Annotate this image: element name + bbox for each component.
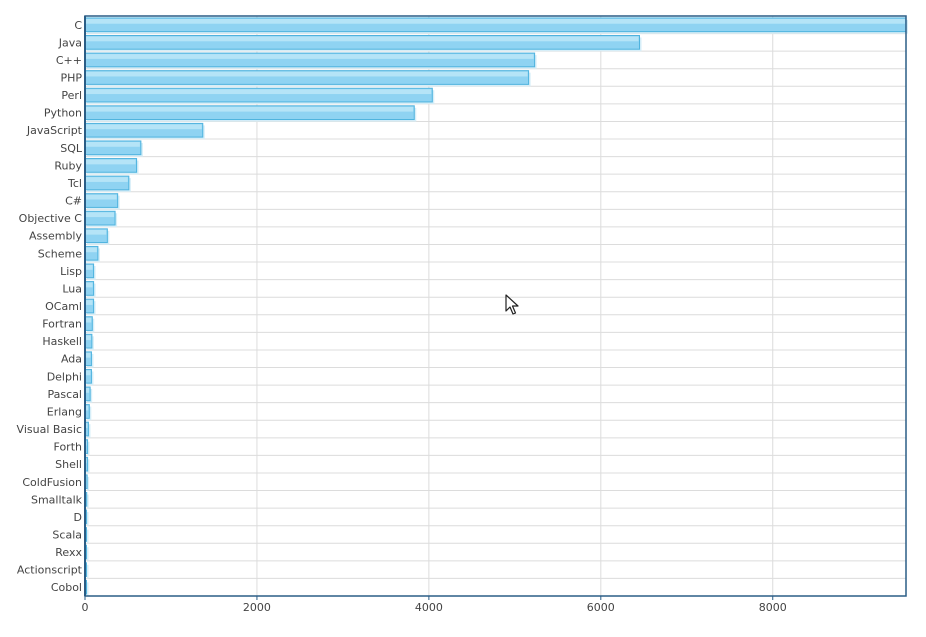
category-label: Scala — [52, 528, 82, 541]
x-tick-labels: 0 2000 4000 6000 8000 — [82, 601, 787, 614]
category-label: Erlang — [47, 405, 82, 418]
bar-highlight — [86, 247, 97, 253]
bars — [84, 17, 908, 597]
bar-highlight — [86, 124, 202, 130]
bar-shadow — [87, 582, 89, 597]
category-label: Smalltalk — [31, 493, 83, 506]
bar-highlight — [86, 264, 93, 270]
bar-highlight — [86, 36, 639, 42]
category-label: Actionscript — [17, 564, 83, 577]
bar-highlight — [86, 229, 107, 235]
category-label: Haskell — [42, 335, 82, 348]
bar-highlight — [86, 282, 93, 288]
bar-highlight — [86, 370, 91, 376]
category-label: ColdFusion — [22, 476, 82, 489]
category-label: Objective C — [19, 212, 83, 225]
bar-highlight — [86, 458, 87, 464]
x-tick-label: 0 — [82, 601, 89, 614]
bar-highlight — [86, 54, 534, 59]
category-label: OCaml — [45, 300, 82, 313]
bar-highlight — [86, 159, 136, 165]
category-label: JavaScript — [26, 124, 83, 137]
bar-highlight — [86, 405, 89, 411]
category-label: C++ — [56, 54, 82, 67]
bar-highlight — [86, 335, 91, 341]
bar-highlight — [86, 177, 128, 182]
category-label: Lua — [62, 282, 82, 295]
bar-highlight — [86, 300, 93, 305]
category-label: Scheme — [38, 247, 82, 260]
category-label: Perl — [61, 89, 82, 102]
bar-shadow — [87, 512, 89, 526]
category-label: Ada — [61, 353, 82, 366]
bar-shadow — [87, 547, 89, 561]
x-tick-label: 2000 — [243, 601, 271, 614]
category-label: Fortran — [42, 318, 82, 331]
category-label: C — [74, 19, 82, 32]
category-label: Assembly — [29, 230, 83, 243]
bar-highlight — [86, 212, 115, 218]
bar-highlight — [86, 194, 117, 200]
bar-highlight — [86, 106, 414, 112]
category-label: C# — [65, 195, 82, 208]
category-label: Tcl — [67, 177, 82, 190]
bar-shadow — [87, 459, 90, 474]
category-label: SQL — [60, 142, 83, 155]
bar-highlight — [86, 352, 91, 358]
category-label: Cobol — [51, 581, 82, 594]
category-label: Lisp — [60, 265, 82, 278]
bar-shadow — [87, 529, 89, 544]
bar-shadow — [87, 441, 90, 456]
bar-shadow — [87, 476, 90, 491]
bar-highlight — [86, 440, 87, 446]
axes — [84, 15, 907, 600]
category-label: Ruby — [54, 159, 82, 172]
category-labels: C Java C++ PHP Perl Python JavaScript SQL Ruby Tc… — [17, 19, 83, 594]
bar-highlight — [86, 423, 88, 428]
category-label: Shell — [55, 458, 82, 471]
bar-highlight — [86, 388, 90, 393]
category-label: Visual Basic — [17, 423, 82, 436]
arrow-pointer-icon — [505, 294, 519, 315]
category-label: Delphi — [47, 370, 82, 383]
x-tick-label: 8000 — [759, 601, 787, 614]
category-label: Rexx — [55, 546, 82, 559]
bar-highlight — [86, 89, 432, 95]
category-label: Forth — [54, 441, 83, 454]
bar-highlight — [86, 18, 905, 24]
category-label: Java — [58, 36, 82, 49]
bar-highlight — [86, 71, 528, 77]
category-label: Pascal — [48, 388, 82, 401]
bar-shadow — [87, 494, 89, 509]
x-tick-label: 4000 — [415, 601, 443, 614]
category-label: Python — [44, 107, 82, 120]
category-label: D — [74, 511, 82, 524]
bar-highlight — [86, 317, 92, 323]
bar-shadow — [87, 564, 89, 579]
bar-highlight — [86, 141, 140, 147]
x-tick-label: 6000 — [587, 601, 615, 614]
category-label: PHP — [60, 72, 82, 85]
